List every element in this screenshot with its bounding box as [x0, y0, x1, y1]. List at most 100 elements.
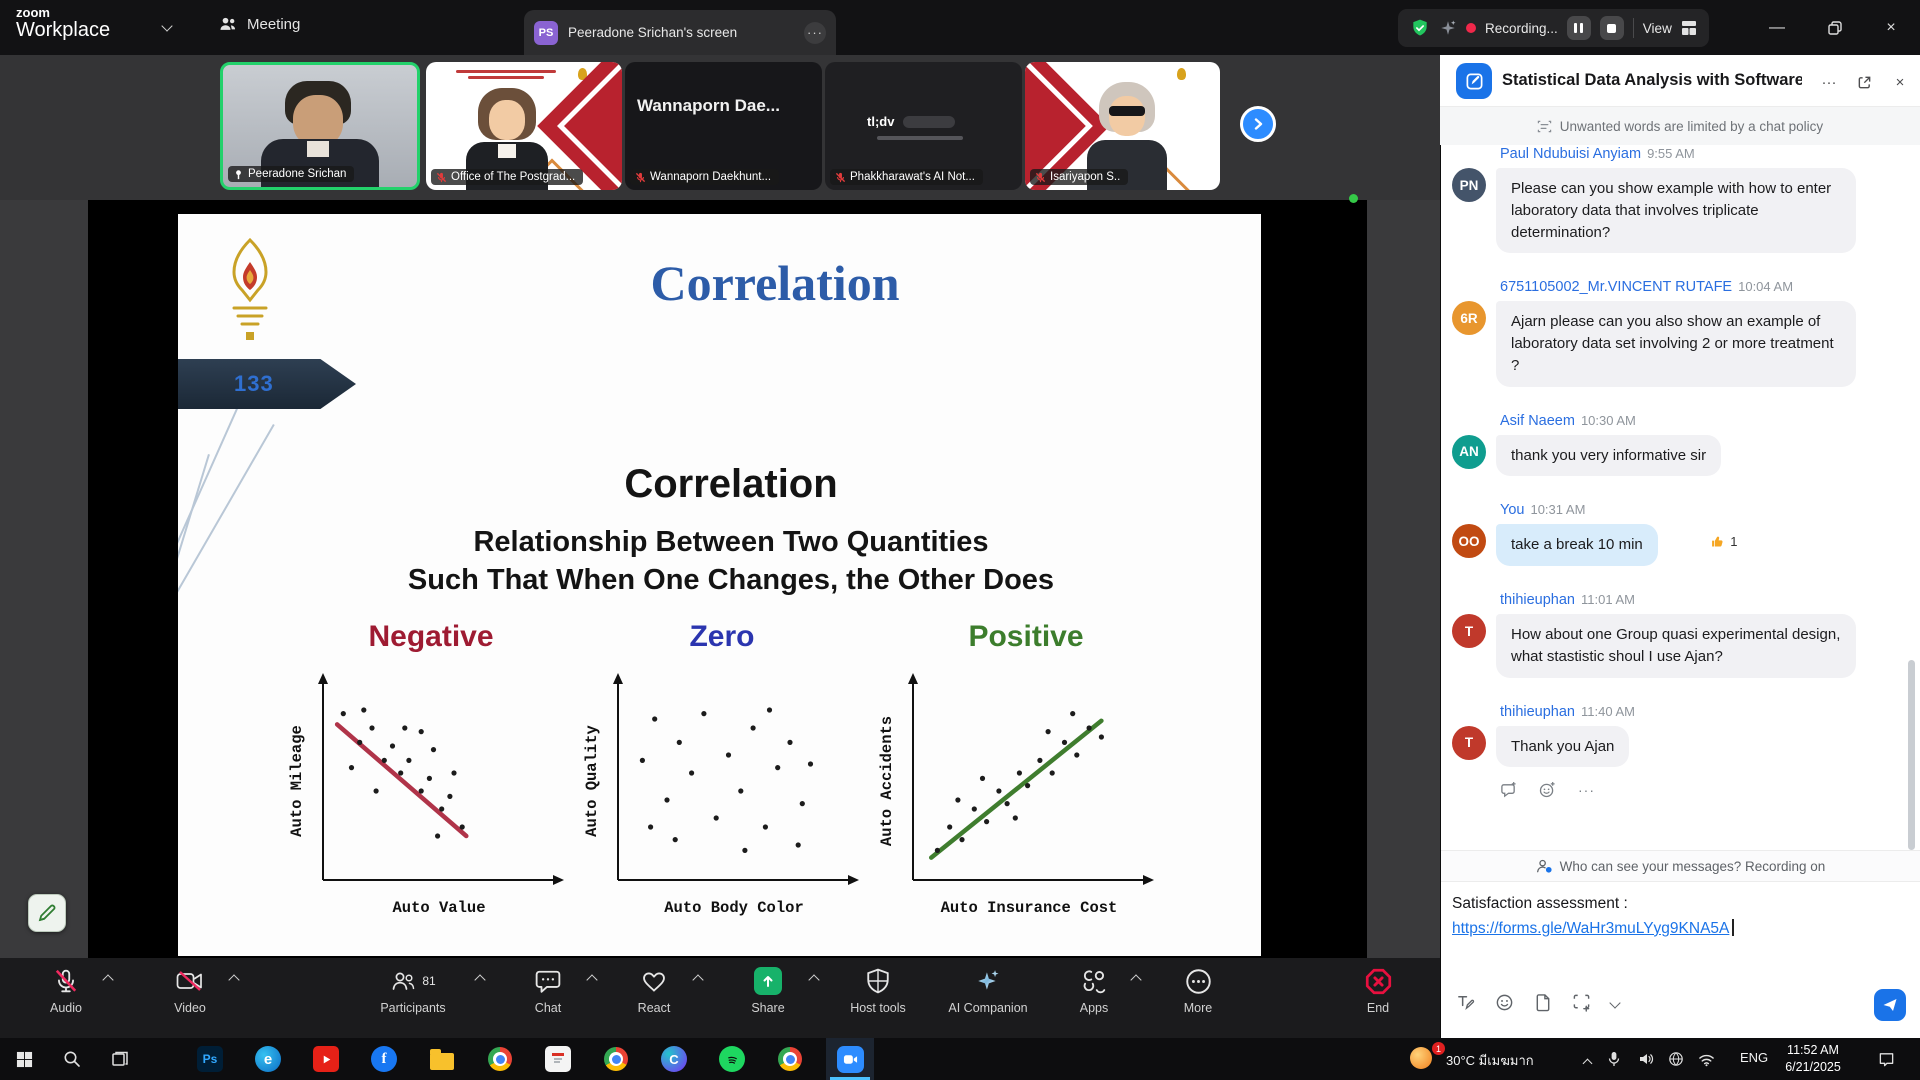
audio-button[interactable]: Audio: [34, 966, 98, 1015]
scatter-plot-positive: Auto Accidents Auto Insurance Cost: [878, 673, 1154, 917]
people-icon: [220, 17, 236, 30]
thumbs-up-reaction[interactable]: 1: [1710, 534, 1737, 549]
chat-close-icon[interactable]: ×: [1895, 73, 1905, 91]
chat-more-icon[interactable]: ···: [1821, 73, 1837, 91]
canva-icon[interactable]: C: [652, 1038, 696, 1080]
tab-shared-screen[interactable]: PS Peeradone Srichan's screen ···: [524, 10, 836, 55]
view-button-label[interactable]: View: [1642, 20, 1672, 36]
participants-button[interactable]: 81 Participants: [368, 966, 458, 1015]
participants-icon: [392, 972, 415, 990]
share-button[interactable]: Share: [736, 966, 800, 1015]
spotify-icon[interactable]: [710, 1038, 754, 1080]
emoji-icon[interactable]: [1495, 993, 1514, 1012]
reply-icon[interactable]: [1500, 781, 1517, 798]
ai-sparkle-icon[interactable]: [1439, 19, 1457, 37]
participant-name-chip: Isariyapon S..: [1030, 169, 1129, 185]
stop-recording-button[interactable]: [1599, 16, 1624, 40]
message-more-icon[interactable]: ···: [1578, 781, 1595, 798]
chat-message: PN Paul Ndubuisi Anyiam 9:55 AM Please ca…: [1452, 146, 1912, 254]
format-text-icon[interactable]: [1456, 993, 1475, 1012]
edge-icon[interactable]: e: [246, 1038, 290, 1080]
message-bubble[interactable]: Ajarn please can you also show an exampl…: [1496, 301, 1856, 387]
message-hover-actions: ···: [1500, 781, 1912, 798]
youtube-icon[interactable]: [304, 1038, 348, 1080]
tray-volume-icon[interactable]: [1630, 1038, 1662, 1080]
tray-mic-icon[interactable]: [1598, 1038, 1630, 1080]
workspace-chevron-icon[interactable]: [161, 20, 173, 32]
screenshot-icon[interactable]: [1572, 993, 1591, 1012]
facebook-icon[interactable]: f: [362, 1038, 406, 1080]
chat-scrollbar[interactable]: [1908, 660, 1915, 850]
message-bubble[interactable]: thank you very informative sir: [1496, 434, 1722, 477]
video-tile-isariyapon[interactable]: Isariyapon S..: [1025, 62, 1220, 190]
video-tile-peeradone[interactable]: Peeradone Srichan: [220, 62, 420, 190]
end-meeting-button[interactable]: End: [1348, 966, 1408, 1015]
tab-shared-screen-label: Peeradone Srichan's screen: [568, 25, 738, 40]
tray-wifi-icon[interactable]: [1690, 1038, 1722, 1080]
security-shield-icon[interactable]: [1410, 18, 1430, 38]
chrome-profile3-icon[interactable]: [768, 1038, 812, 1080]
task-view-button[interactable]: [98, 1038, 142, 1080]
message-bubble[interactable]: take a break 10 min: [1496, 524, 1658, 566]
more-button[interactable]: More: [1166, 966, 1230, 1015]
restore-button[interactable]: [1820, 14, 1850, 42]
calendar-app-icon[interactable]: [536, 1038, 580, 1080]
weather-widget[interactable]: 30°C มีเมฆมาก: [1446, 1050, 1534, 1071]
attach-file-icon[interactable]: [1534, 993, 1552, 1012]
chrome-icon[interactable]: [478, 1038, 522, 1080]
pause-recording-button[interactable]: [1566, 16, 1591, 40]
add-emoji-icon[interactable]: [1539, 781, 1556, 798]
send-button[interactable]: [1874, 989, 1906, 1021]
video-tile-office-postgrad[interactable]: Office of The Postgrad...: [426, 62, 622, 190]
message-bubble[interactable]: Please can you show example with how to …: [1496, 168, 1856, 254]
video-button[interactable]: Video: [156, 966, 224, 1015]
tray-network-icon[interactable]: [1660, 1038, 1692, 1080]
chat-popout-icon[interactable]: [1852, 70, 1876, 94]
pin-icon: [236, 169, 241, 179]
next-participants-button[interactable]: [1240, 106, 1276, 142]
view-layout-icon[interactable]: [1681, 20, 1697, 36]
x-axis-label: Auto Value: [392, 899, 485, 917]
weather-notification-icon[interactable]: [1410, 1047, 1432, 1069]
compose-more-chevron-icon[interactable]: [1609, 996, 1621, 1009]
chat-compose-input[interactable]: Satisfaction assessment : https://forms.…: [1452, 892, 1892, 942]
sender-name[interactable]: 6751105002_Mr.VINCENT RUTAFE: [1500, 279, 1733, 296]
zoom-app-icon[interactable]: [826, 1038, 874, 1080]
ai-companion-button[interactable]: AI Companion: [936, 966, 1040, 1015]
photoshop-icon[interactable]: Ps: [188, 1038, 232, 1080]
language-indicator[interactable]: ENG: [1740, 1050, 1769, 1065]
sender-name[interactable]: thihieuphan: [1500, 703, 1575, 720]
tray-expand-chevron-icon[interactable]: [1582, 1054, 1593, 1072]
taskbar-clock[interactable]: 11:52 AM 6/21/2025: [1778, 1042, 1848, 1076]
annotation-pencil-button[interactable]: [28, 894, 66, 932]
start-button[interactable]: [2, 1038, 46, 1080]
react-button[interactable]: React: [622, 966, 686, 1015]
tab-options-icon[interactable]: ···: [804, 21, 826, 44]
chat-policy-notice: Unwanted words are limited by a chat pol…: [1440, 107, 1920, 145]
chat-message-list[interactable]: PN Paul Ndubuisi Anyiam 9:55 AM Please ca…: [1452, 146, 1912, 824]
file-explorer-icon[interactable]: [420, 1038, 464, 1080]
notification-center-icon[interactable]: [1864, 1038, 1908, 1080]
video-tile-phakkharawat[interactable]: tl;dv Phakkharawat's AI Not...: [825, 62, 1022, 190]
sender-name[interactable]: Asif Naeem: [1500, 412, 1575, 429]
minimize-button[interactable]: —: [1769, 19, 1785, 36]
ai-companion-label: AI Companion: [948, 1001, 1028, 1015]
video-tile-wannaporn[interactable]: Wannaporn Dae... Wannaporn Daekhunt...: [625, 62, 822, 190]
search-button[interactable]: [50, 1038, 94, 1080]
participant-name-chip: Wannaporn Daekhunt...: [630, 169, 780, 185]
sender-name[interactable]: You: [1500, 502, 1525, 519]
sender-name[interactable]: thihieuphan: [1500, 592, 1575, 608]
close-button[interactable]: ×: [1886, 19, 1896, 36]
chrome-profile2-icon[interactable]: [594, 1038, 638, 1080]
zoom-workplace-logo: zoom Workplace: [16, 6, 110, 41]
chat-visibility-notice[interactable]: Who can see your messages? Recording on: [1441, 850, 1920, 882]
sender-name[interactable]: Paul Ndubuisi Anyiam: [1500, 146, 1642, 162]
message-bubble[interactable]: How about one Group quasi experimental d…: [1496, 614, 1856, 678]
host-tools-button[interactable]: Host tools: [836, 966, 920, 1015]
compose-link[interactable]: https://forms.gle/WaHr3muLYyg9KNA5A: [1452, 919, 1730, 937]
apps-button[interactable]: Apps: [1064, 966, 1124, 1015]
tab-meeting[interactable]: Meeting: [218, 15, 300, 33]
message-bubble[interactable]: Thank you Ajan: [1496, 725, 1630, 768]
chat-button[interactable]: Chat: [516, 966, 580, 1015]
y-axis-label: Auto Accidents: [878, 716, 896, 846]
